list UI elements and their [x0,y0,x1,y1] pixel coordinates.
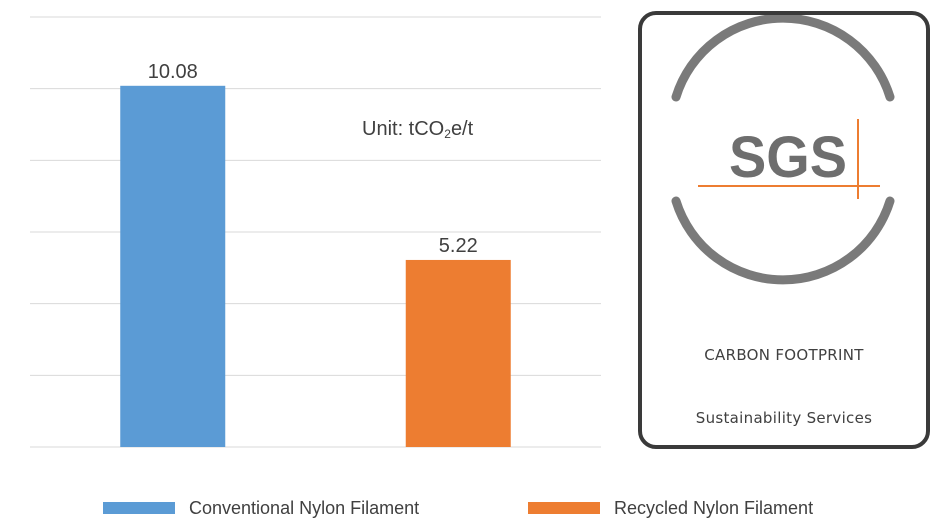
sgs-logo-text: SGS [729,125,847,190]
badge-line-carbon-footprint: CARBON FOOTPRINT [704,346,864,364]
data-label: 5.22 [439,235,478,257]
legend-item-conventional: Conventional Nylon Filament [103,494,419,522]
legend-item-recycled: Recycled Nylon Filament [528,494,813,522]
sgs-ring-top [671,15,895,102]
legend-swatch-recycled [528,502,600,514]
badge-line-sustainability: Sustainability Services [695,409,873,427]
legend-label-recycled: Recycled Nylon Filament [614,497,814,518]
data-label: 10.08 [148,61,198,83]
sgs-logo: SGS [671,15,895,285]
bar [120,85,226,448]
bar [405,259,511,447]
bar-chart: 10.08 5.22 [30,16,601,448]
unit-label: Unit: tCO2e/t [362,118,474,141]
sgs-carbon-footprint-badge: SGS CARBON FOOTPRINT Sustainability Serv… [638,11,930,449]
sgs-ring-bottom [671,196,895,285]
chart-legend: Conventional Nylon Filament Recycled Nyl… [0,494,935,524]
legend-label-conventional: Conventional Nylon Filament [189,497,420,518]
legend-swatch-conventional [103,502,175,514]
